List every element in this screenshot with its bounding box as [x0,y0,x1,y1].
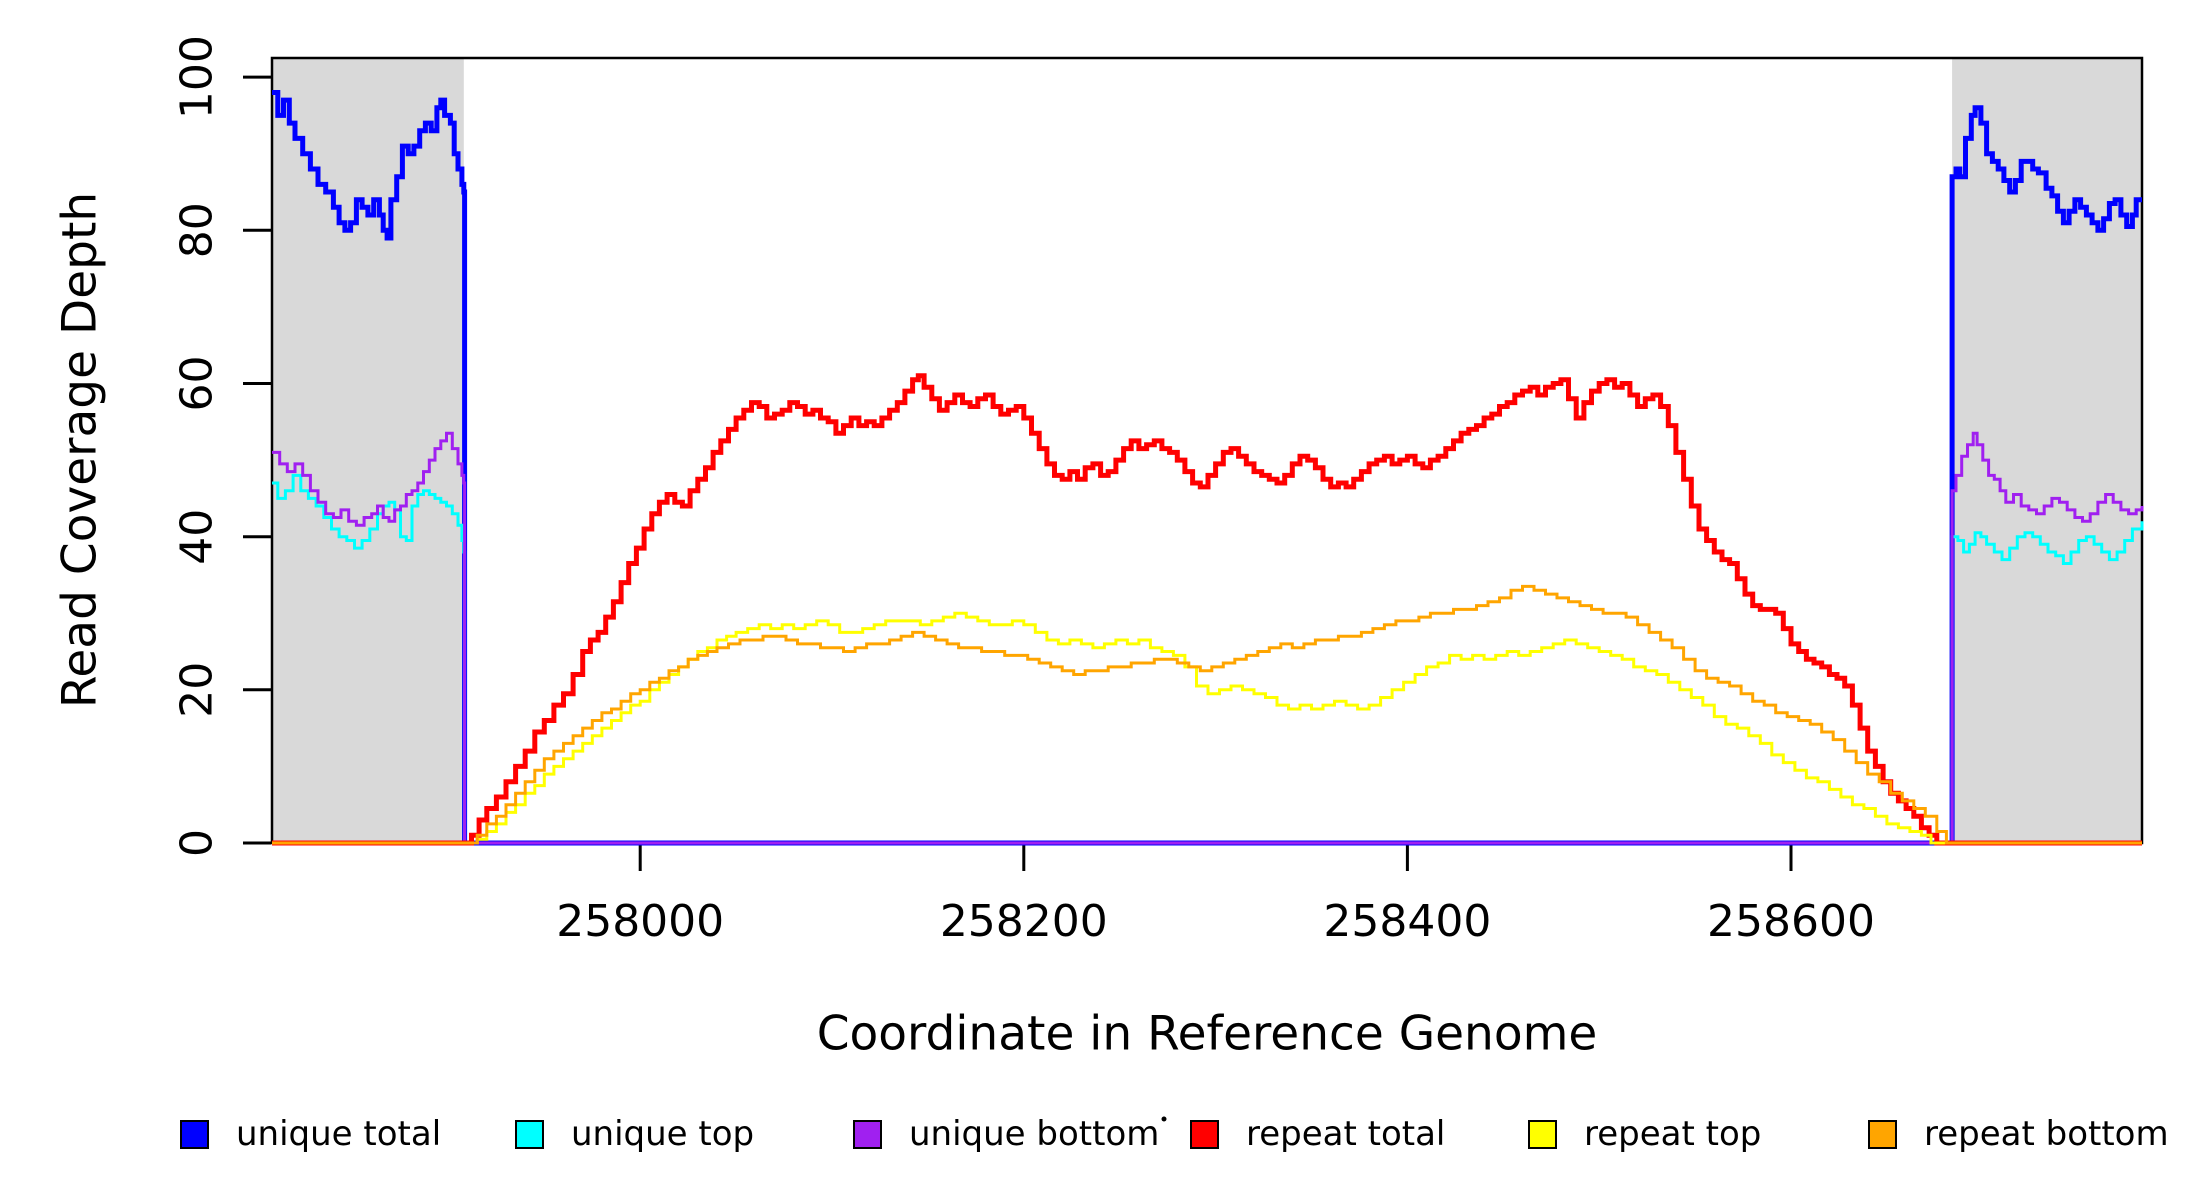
y-tick-label: 20 [171,662,222,718]
series-line-unique-total [272,90,2142,846]
y-tick-label: 100 [171,35,222,119]
series-line-unique-top [272,473,2144,845]
y-tick-label: 0 [171,829,222,857]
stray-dot-artifact [1161,1116,1167,1122]
y-tick-label: 60 [171,356,222,412]
series-line-repeat-total [272,373,2142,846]
series-line-unique-bottom [272,431,2144,845]
y-axis-title: Read Coverage Depth [52,191,108,709]
y-tick-label: 40 [171,509,222,565]
shaded-region [272,58,464,843]
x-tick-label: 258200 [940,896,1108,947]
x-axis-title: Coordinate in Reference Genome [816,1006,1598,1062]
x-tick-label: 258000 [556,896,724,947]
x-tick-label: 258400 [1323,896,1491,947]
series-line-repeat-top [272,611,2142,845]
y-tick-label: 80 [171,202,222,258]
x-tick-label: 258600 [1707,896,1875,947]
series-line-repeat-bottom [272,584,2142,845]
